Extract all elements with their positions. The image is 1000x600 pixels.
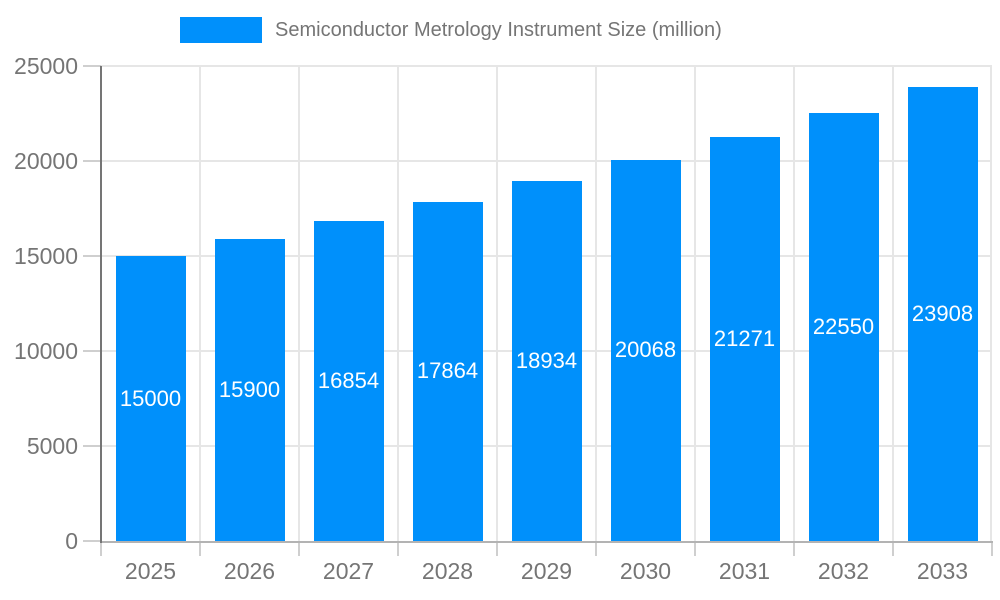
gridline-vertical bbox=[397, 66, 399, 541]
bar-value-label: 15000 bbox=[119, 385, 182, 411]
gridline-vertical bbox=[990, 66, 992, 541]
bar[interactable]: 18934 bbox=[511, 181, 582, 541]
gridline-vertical bbox=[694, 66, 696, 541]
x-tick-label: 2031 bbox=[718, 558, 771, 584]
y-axis-tick bbox=[83, 350, 101, 352]
y-tick-label: 20000 bbox=[14, 148, 78, 174]
legend-swatch-icon bbox=[180, 17, 262, 43]
y-axis-tick bbox=[83, 160, 101, 162]
x-tick-label: 2033 bbox=[916, 558, 969, 584]
x-tick-label: 2032 bbox=[817, 558, 870, 584]
bar[interactable]: 21271 bbox=[709, 136, 780, 541]
gridline-vertical bbox=[595, 66, 597, 541]
y-tick-label: 5000 bbox=[26, 433, 78, 459]
x-axis-tick bbox=[694, 541, 696, 556]
bar-value-label: 22550 bbox=[812, 313, 875, 339]
bar[interactable]: 15900 bbox=[214, 238, 285, 541]
x-tick-label: 2030 bbox=[619, 558, 672, 584]
x-axis-tick bbox=[397, 541, 399, 556]
bar-value-label: 23908 bbox=[911, 300, 974, 326]
y-axis-tick bbox=[83, 445, 101, 447]
y-axis-tick bbox=[83, 540, 101, 542]
x-axis-tick bbox=[496, 541, 498, 556]
x-axis-tick bbox=[298, 541, 300, 556]
gridline-vertical bbox=[199, 66, 201, 541]
bar-value-label: 21271 bbox=[713, 325, 776, 351]
gridline-vertical bbox=[496, 66, 498, 541]
gridline-horizontal bbox=[101, 65, 992, 67]
x-tick-label: 2029 bbox=[520, 558, 573, 584]
bar-value-label: 16854 bbox=[317, 367, 380, 393]
bar[interactable]: 17864 bbox=[412, 201, 483, 541]
x-tick-label: 2026 bbox=[223, 558, 276, 584]
bar[interactable]: 20068 bbox=[610, 159, 681, 541]
bar[interactable]: 16854 bbox=[313, 220, 384, 541]
bar[interactable]: 22550 bbox=[808, 112, 879, 541]
x-tick-label: 2025 bbox=[124, 558, 177, 584]
x-tick-label: 2028 bbox=[421, 558, 474, 584]
bar-value-label: 20068 bbox=[614, 337, 677, 363]
y-axis-tick bbox=[83, 65, 101, 67]
x-tick-label: 2027 bbox=[322, 558, 375, 584]
x-axis-tick bbox=[892, 541, 894, 556]
x-axis-tick bbox=[595, 541, 597, 556]
gridline-vertical bbox=[298, 66, 300, 541]
y-axis-line bbox=[100, 66, 102, 543]
gridline-horizontal bbox=[101, 160, 992, 162]
bar-value-label: 15900 bbox=[218, 376, 281, 402]
y-tick-label: 15000 bbox=[14, 243, 78, 269]
plot-area: 0 5000 10000 15000 20000 25000 15000 2025 15900 2… bbox=[14, 53, 993, 584]
x-axis-tick bbox=[793, 541, 795, 556]
chart-legend[interactable]: Semiconductor Metrology Instrument Size … bbox=[180, 17, 722, 43]
x-axis-tick bbox=[991, 541, 993, 556]
x-axis-tick bbox=[199, 541, 201, 556]
y-tick-label: 0 bbox=[65, 528, 78, 554]
y-tick-label: 25000 bbox=[14, 53, 78, 79]
bar-value-label: 17864 bbox=[416, 358, 479, 384]
y-tick-label: 10000 bbox=[14, 338, 78, 364]
x-axis-line bbox=[100, 541, 993, 543]
legend-label: Semiconductor Metrology Instrument Size … bbox=[275, 19, 722, 41]
bar-value-label: 18934 bbox=[515, 348, 578, 374]
y-axis-tick bbox=[83, 255, 101, 257]
gridline-vertical bbox=[892, 66, 894, 541]
bar[interactable]: 15000 bbox=[115, 256, 186, 541]
x-axis-tick bbox=[100, 541, 102, 556]
gridline-vertical bbox=[793, 66, 795, 541]
bar[interactable]: 23908 bbox=[907, 86, 978, 541]
